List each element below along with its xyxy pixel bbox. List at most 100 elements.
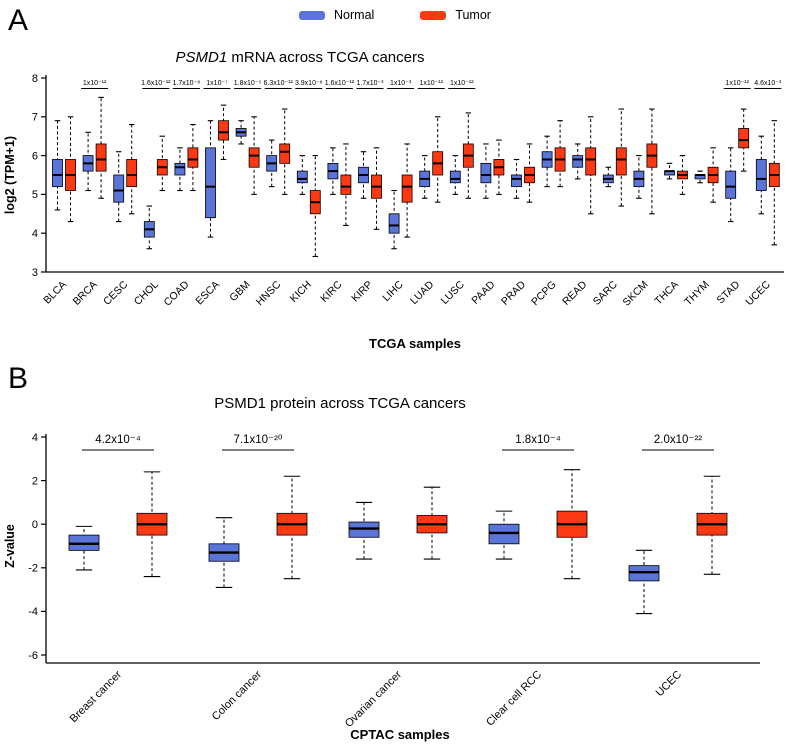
box-normal-ucec	[755, 135, 767, 215]
svg-text:1.6x10⁻¹²: 1.6x10⁻¹²	[325, 80, 355, 87]
y-tick-label: -6	[28, 650, 38, 662]
svg-text:4.2x10⁻⁴: 4.2x10⁻⁴	[95, 434, 141, 446]
svg-text:7.1x10⁻²⁰: 7.1x10⁻²⁰	[233, 434, 282, 446]
y-tick-label: 5	[32, 189, 38, 201]
x-tick-read: READ	[560, 278, 589, 307]
svg-text:1.8x10⁻⁵: 1.8x10⁻⁵	[234, 80, 262, 87]
pvalue-gbm: 1.8x10⁻⁵	[234, 80, 262, 89]
svg-text:1.7x10⁻³: 1.7x10⁻³	[356, 80, 384, 87]
box-tumor-kich	[309, 155, 321, 258]
pvalue-stad: 1x10⁻¹²	[723, 80, 751, 89]
chart-title: PSMD1 protein across TCGA cancers	[214, 395, 465, 412]
box-normal-cesc	[113, 151, 125, 223]
panel-a-label: A	[8, 4, 29, 37]
box-normal-prad	[511, 158, 522, 199]
box-normal-clear-cell-rcc	[488, 510, 520, 560]
box-tumor-blca	[65, 116, 76, 223]
pvalue-esca: 1x10⁻⁷	[203, 80, 231, 89]
box-tumor-cesc	[126, 124, 138, 215]
y-axis-title: log2 (TPM+1)	[3, 136, 17, 214]
box-normal-kich	[296, 155, 308, 195]
box-normal-read	[572, 143, 584, 180]
box-tumor-ucec	[696, 475, 728, 575]
box-tumor-prad	[524, 143, 535, 203]
box-tumor-thca	[677, 155, 688, 195]
y-tick-label: -2	[28, 563, 38, 575]
box-tumor-kirp	[371, 147, 382, 230]
svg-text:1.8x10⁻⁴: 1.8x10⁻⁴	[515, 434, 561, 446]
x-tick-breast-cancer: Breast cancer	[68, 668, 125, 725]
x-tick-kich: KICH	[288, 279, 314, 305]
box-tumor-ovarian-cancer	[416, 486, 448, 560]
svg-text:1x10⁻¹²: 1x10⁻¹²	[450, 80, 474, 87]
pvalue-coad: 1.7x10⁻⁸	[173, 80, 200, 89]
chart-title: PSMD1 mRNA across TCGA cancers	[176, 49, 425, 66]
box-tumor-brca	[95, 96, 107, 199]
y-tick-label: 7	[32, 112, 38, 124]
box-normal-chol	[143, 205, 155, 250]
svg-text:6.3x10⁻¹²: 6.3x10⁻¹²	[264, 80, 294, 87]
x-tick-lihc: LIHC	[380, 278, 406, 304]
y-tick-label: 2	[32, 475, 38, 487]
box-normal-paad	[480, 143, 492, 199]
pvalue-kirc: 1.6x10⁻¹²	[325, 80, 355, 89]
box-tumor-gbm	[248, 116, 260, 195]
box-tumor-clear-cell-rcc	[556, 469, 588, 580]
box-tumor-kirc	[340, 143, 352, 226]
box-normal-kirc	[327, 147, 339, 195]
svg-text:1.6x10⁻¹²: 1.6x10⁻¹²	[141, 80, 171, 87]
box-normal-lihc	[388, 189, 400, 250]
x-axis-title: TCGA samples	[369, 336, 461, 351]
y-tick-label: 6	[32, 150, 38, 162]
svg-text:1x10⁻⁷: 1x10⁻⁷	[206, 80, 228, 87]
x-tick-stad: STAD	[715, 278, 743, 306]
x-tick-clear-cell-rcc: Clear cell RCC	[484, 669, 544, 729]
pvalue-brca: 1x10⁻¹²	[81, 80, 109, 89]
box-normal-skcm	[633, 155, 645, 199]
x-tick-brca: BRCA	[71, 279, 100, 308]
box-tumor-ucec	[768, 120, 780, 246]
x-tick-skcm: SKCM	[621, 279, 651, 309]
y-tick-label: 4	[32, 228, 38, 240]
x-axis-title: CPTAC samples	[350, 727, 449, 742]
pvalue-chol: 1.6x10⁻¹²	[141, 80, 171, 89]
legend: Normal Tumor	[0, 8, 790, 22]
x-tick-hnsc: HNSC	[254, 278, 284, 308]
box-tumor-sarc	[615, 108, 627, 207]
legend-item-normal: Normal	[299, 8, 374, 22]
panel-b-label: B	[8, 362, 29, 395]
box-normal-thym	[694, 170, 706, 184]
x-tick-ovarian-cancer: Ovarian cancer	[343, 668, 404, 729]
pvalue-kich: 3.9x10⁻⁸	[295, 80, 323, 89]
box-tumor-colon-cancer	[276, 475, 308, 580]
box-normal-lusc	[449, 155, 461, 195]
mrna-boxplot-chart: 3 4 5 6 7 8 log2 (TPM+1) PSMD1 mRNA across TCGA…	[3, 49, 784, 351]
box-tumor-pcpg	[554, 120, 566, 188]
x-tick-lusc: LUSC	[439, 278, 468, 307]
box-tumor-chol	[156, 135, 168, 192]
x-tick-ucec: UCEC	[654, 669, 685, 700]
x-tick-kirc: KIRC	[318, 278, 345, 305]
y-axis-title: Z-value	[3, 524, 17, 568]
x-tick-pcpg: PCPG	[529, 279, 559, 309]
y-tick-label: 3	[32, 267, 38, 279]
pvalue-lusc: 1x10⁻¹²	[448, 80, 476, 89]
x-tick-prad: PRAD	[499, 278, 528, 307]
x-tick-esca: ESCA	[193, 279, 222, 308]
svg-text:1x10⁻¹²: 1x10⁻¹²	[83, 80, 107, 87]
pvalue-clear-cell-rcc: 1.8x10⁻⁴	[502, 434, 574, 451]
legend-normal-label: Normal	[334, 8, 375, 22]
legend-tumor-label: Tumor	[455, 8, 491, 22]
box-normal-ovarian-cancer	[348, 501, 380, 560]
pvalue-colon-cancer: 7.1x10⁻²⁰	[222, 434, 294, 451]
svg-text:2.0x10⁻²²: 2.0x10⁻²²	[654, 434, 702, 446]
box-normal-stad	[725, 147, 737, 223]
box-normal-luad	[419, 155, 431, 199]
box-normal-gbm	[235, 120, 247, 145]
x-tick-gbm: GBM	[227, 279, 252, 304]
svg-text:1x10⁻¹²: 1x10⁻¹²	[419, 80, 443, 87]
box-tumor-coad	[187, 124, 199, 192]
y-tick-label: -4	[28, 606, 38, 618]
x-tick-thym: THYM	[682, 279, 712, 309]
